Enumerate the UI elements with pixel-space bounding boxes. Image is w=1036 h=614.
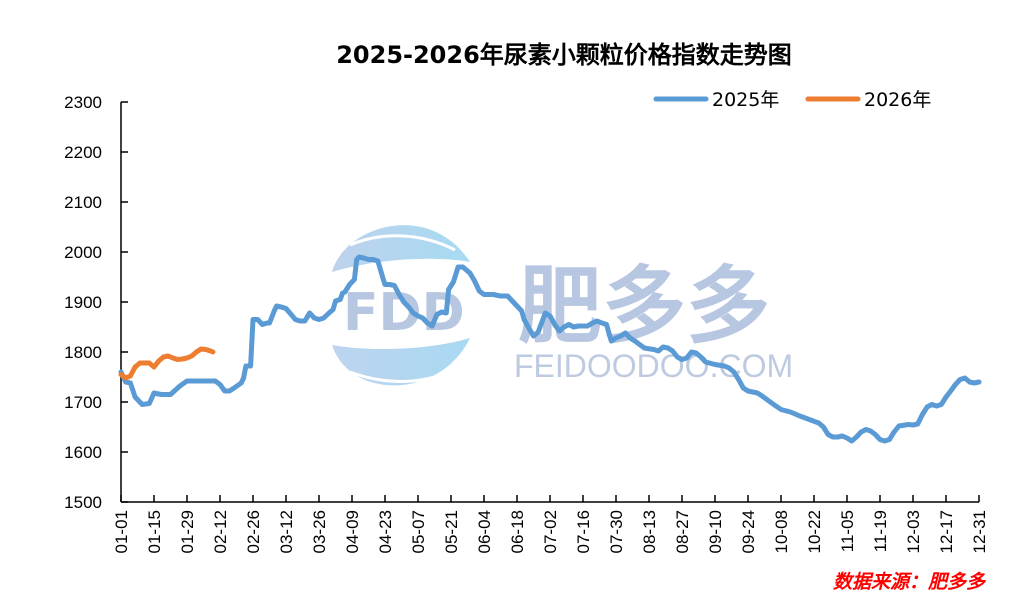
x-tick-label: 05-21 [442, 510, 461, 553]
x-tick-label: 01-29 [178, 510, 197, 553]
x-tick-label: 12-17 [937, 510, 956, 553]
y-tick-label: 2300 [64, 93, 102, 112]
legend: 2025年 2026年 [653, 89, 931, 111]
y-tick-label: 1800 [64, 343, 102, 362]
y-tick-label: 2100 [64, 193, 102, 212]
y-axis-ticks: 1500 1600 1700 1800 1900 2000 2100 2200 2300 [64, 93, 128, 512]
y-tick-label: 1500 [64, 493, 102, 512]
x-tick-label: 05-07 [409, 510, 428, 553]
y-tick-label: 1600 [64, 443, 102, 462]
x-tick-label: 11-05 [838, 510, 857, 552]
x-tick-label: 01-15 [145, 510, 164, 553]
legend-label-2026: 2026年 [864, 89, 931, 111]
x-tick-label: 11-19 [871, 510, 890, 552]
x-tick-label: 02-26 [244, 510, 263, 553]
chart-title: 2025-2026年尿素小颗粒价格指数走势图 [336, 41, 792, 69]
leaf-bottom-icon [332, 338, 470, 386]
series-lines [118, 254, 982, 444]
series-line-2026 [118, 346, 216, 381]
x-tick-label: 06-18 [508, 510, 527, 553]
watermark-url-text: FEIDOODOO.COM [514, 348, 793, 384]
x-tick-label: 03-12 [277, 510, 296, 553]
x-tick-label: 01-01 [112, 510, 131, 553]
y-tick-label: 1700 [64, 393, 102, 412]
x-tick-label: 07-16 [574, 510, 593, 553]
x-tick-label: 02-12 [211, 510, 230, 553]
series-line-2025 [118, 254, 982, 444]
x-tick-label: 09-10 [706, 510, 725, 553]
watermark-brand-text: 肥多多 [518, 257, 770, 355]
legend-item-2025[interactable]: 2025年 [653, 89, 779, 111]
x-tick-label: 10-22 [805, 510, 824, 553]
x-tick-label: 07-02 [541, 510, 560, 553]
legend-label-2025: 2025年 [712, 89, 779, 111]
x-tick-label: 09-24 [739, 510, 758, 553]
x-tick-label: 06-04 [475, 510, 494, 553]
y-tick-label: 1900 [64, 293, 102, 312]
y-tick-label: 2200 [64, 143, 102, 162]
axes: 1500 1600 1700 1800 1900 2000 2100 2200 2300 01-… [64, 93, 989, 553]
data-source-note: 数据来源：肥多多 [833, 571, 987, 593]
legend-item-2026[interactable]: 2026年 [805, 89, 931, 111]
x-tick-label: 08-13 [640, 510, 659, 553]
x-tick-label: 04-09 [343, 510, 362, 553]
watermark-logo: FDD 肥多多 FEIDOODOO.COM [332, 225, 793, 386]
x-tick-label: 03-26 [310, 510, 329, 553]
x-tick-label: 12-03 [904, 510, 923, 553]
x-axis-ticks: 01-01 01-15 01-29 02-12 02-26 03-12 03-26 04-09… [112, 495, 989, 553]
x-tick-label: 10-08 [772, 510, 791, 553]
x-tick-label: 12-31 [970, 510, 989, 553]
y-tick-label: 2000 [64, 243, 102, 262]
x-tick-label: 07-30 [607, 510, 626, 553]
x-tick-label: 08-27 [673, 510, 692, 553]
x-tick-label: 04-23 [376, 510, 395, 553]
